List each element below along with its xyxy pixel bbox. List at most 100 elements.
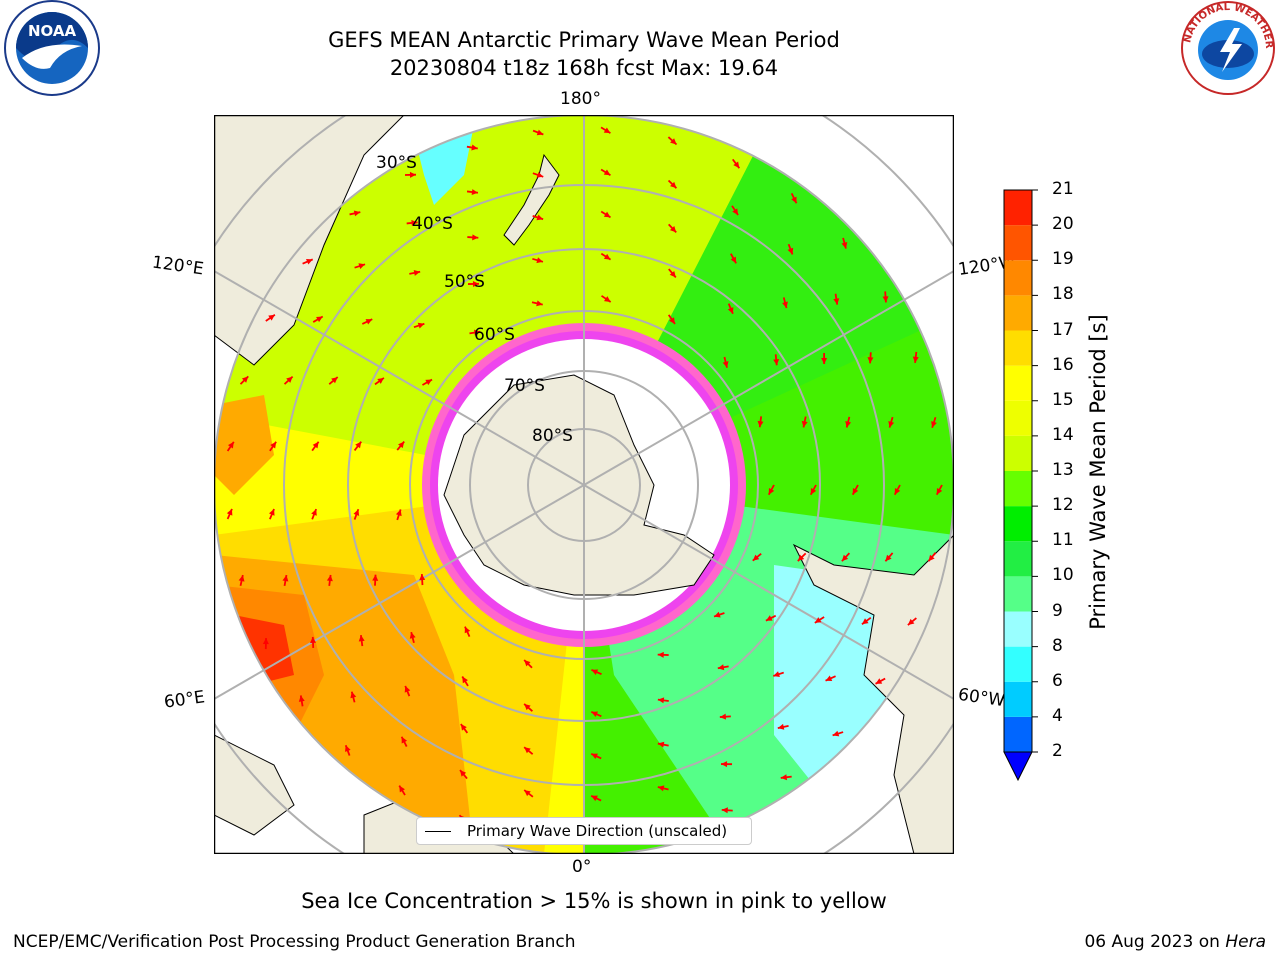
wave-arrow-head: [353, 210, 361, 217]
colorbar-tick-label: 8: [1052, 635, 1063, 656]
wave-arrow-head: [524, 703, 531, 711]
wave-arrow-head: [833, 298, 840, 305]
wave-arrow-head: [471, 189, 478, 196]
wave-arrow-head: [238, 575, 245, 582]
wave-arrow-head: [460, 724, 467, 731]
wave-arrow-head: [226, 508, 233, 516]
wave-arrow-head: [768, 487, 775, 495]
footer-date: 06 Aug 2023 on Hera: [1084, 932, 1266, 952]
colorbar-tick-label: 16: [1052, 354, 1074, 375]
wave-arrow-head: [931, 421, 937, 428]
wave-arrow-head: [670, 138, 677, 145]
colorbar-swatch: [1004, 506, 1032, 542]
wave-arrow-head: [814, 617, 822, 623]
wave-arrow-head: [404, 685, 411, 693]
wave-arrow-head: [669, 317, 675, 324]
wave-arrow-head: [355, 441, 362, 449]
wave-arrow-head: [536, 214, 544, 221]
wave-arrow-head: [773, 358, 780, 366]
legend-label: Primary Wave Direction (unscaled): [467, 822, 728, 840]
colorbar-tick-label: 20: [1052, 214, 1074, 235]
wave-arrow-head: [472, 280, 479, 287]
colorbar-tick-label: 18: [1052, 284, 1074, 305]
wave-arrow-head: [536, 171, 544, 178]
colorbar-tick-label: 9: [1052, 600, 1063, 621]
wave-arrow-head: [721, 807, 728, 814]
wave-arrow-head: [377, 377, 384, 384]
wave-arrow-head: [227, 441, 234, 449]
land-antarctica: [443, 374, 715, 596]
wave-arrow-head: [524, 747, 531, 754]
wave-arrow-head: [419, 574, 426, 581]
colorbar-swatch: [1004, 576, 1032, 612]
wave-arrow-head: [310, 636, 317, 644]
wave-arrow-head: [591, 795, 598, 802]
lon-label-60e: 60°E: [162, 687, 207, 713]
wave-arrow-head: [270, 441, 277, 449]
colorbar-tick-label: 4: [1052, 705, 1063, 726]
wave-arrow-head: [312, 441, 319, 449]
wave-arrow-head: [657, 741, 665, 748]
wave-arrow-head: [841, 554, 849, 562]
wave-arrow-head: [462, 676, 468, 684]
wave-arrow-head: [832, 730, 840, 737]
wave-arrow-head: [719, 713, 727, 720]
wave-arrow-head: [782, 301, 788, 309]
wave-arrow-head: [326, 574, 333, 582]
wave-arrow-head: [888, 421, 895, 428]
wave-arrow-head: [350, 691, 357, 699]
wave-arrow-head: [657, 651, 664, 658]
lat-label-80s: 80°S: [532, 426, 573, 446]
wave-arrow-head: [474, 329, 481, 336]
wave-arrow-head: [425, 379, 433, 386]
wave-arrow-head: [460, 770, 467, 777]
wave-arrow-head: [464, 626, 471, 634]
wave-arrow-head: [603, 211, 611, 218]
wave-arrow-head: [852, 487, 859, 495]
wave-arrow-head: [603, 127, 611, 134]
wave-arrow-head: [841, 242, 848, 249]
wave-arrow-head: [722, 361, 729, 368]
wave-arrow-head: [773, 671, 780, 677]
lon-label-120e: 120°E: [150, 252, 205, 280]
sea-ice-note: Sea Ice Concentration > 15% is shown in …: [301, 889, 887, 913]
wave-arrow-head: [670, 181, 677, 189]
colorbar-tick-label: 14: [1052, 424, 1074, 445]
wave-arrow-head: [472, 234, 479, 241]
wave-arrow-head: [928, 554, 935, 562]
noaa-logo: NOAA: [4, 0, 100, 96]
colorbar-under-triangle: [1003, 751, 1033, 782]
wave-arrow-head: [591, 753, 598, 760]
colorbar-tick-label: 19: [1052, 249, 1074, 270]
wave-arrow-head: [845, 420, 852, 428]
wave-arrow-head: [752, 554, 760, 561]
lon-label-180: 180°: [560, 89, 601, 109]
polar-map: 30°S 40°S 50°S 60°S 70°S 80°S: [214, 115, 954, 854]
wave-arrow-head: [417, 322, 425, 329]
wave-arrow-head: [311, 509, 317, 516]
footer-host: Hera: [1225, 932, 1266, 952]
wave-arrow-head: [861, 618, 869, 625]
wave-arrow-head: [353, 509, 360, 516]
wave-arrow-head: [398, 441, 405, 449]
wave-arrow-head: [268, 314, 275, 321]
colorbar-swatch: [1004, 471, 1032, 507]
wave-arrow-head: [780, 774, 788, 781]
land-africa-madagascar: [214, 734, 295, 836]
wave-arrow-head: [732, 208, 739, 215]
colorbar-tick-label: 10: [1052, 565, 1074, 586]
chart-subtitle: 20230804 t18z 168h fcst Max: 19.64: [389, 56, 779, 80]
wave-arrow-head: [401, 736, 408, 744]
wave-arrow-head: [365, 319, 373, 325]
wave-arrow-head: [669, 270, 676, 278]
lat-label-30s: 30°S: [376, 153, 417, 173]
legend-line-swatch: [425, 831, 451, 832]
svg-text:NOAA: NOAA: [28, 22, 77, 40]
wave-arrow-head: [413, 269, 421, 276]
lat-label-50s: 50°S: [444, 272, 485, 292]
colorbar-tick-label: 21: [1052, 179, 1074, 199]
wave-arrow-head: [524, 790, 531, 797]
wave-arrow-head: [268, 508, 275, 516]
lon-label-0: 0°: [572, 857, 592, 877]
wave-arrow-head: [591, 711, 599, 718]
